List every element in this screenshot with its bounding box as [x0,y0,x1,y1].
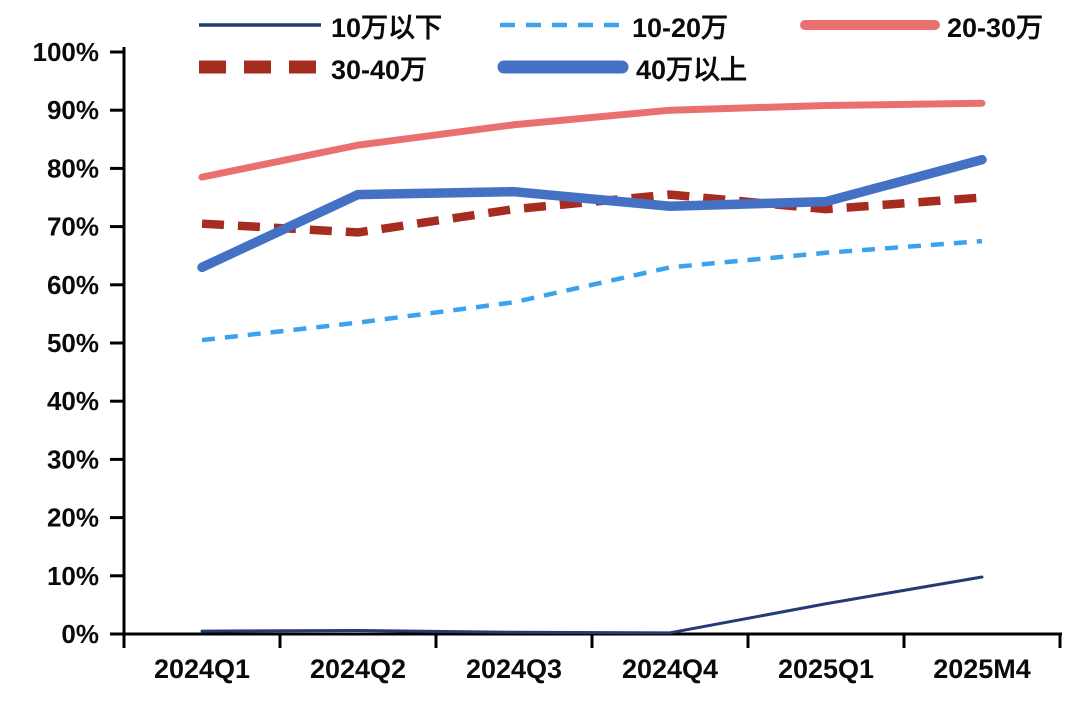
legend-item-100k-200k: 10-20万 [497,7,728,43]
legend-swatch-dashed-thin [500,22,622,28]
y-tick-label: 60% [47,270,99,300]
x-category-label: 2024Q2 [310,654,406,684]
x-category-label: 2025M4 [933,654,1031,684]
legend-swatch-solid-thick [800,20,940,30]
series-line-above-400k [197,154,987,273]
y-tick-label: 10% [47,561,99,591]
y-tick-label: 50% [47,328,99,358]
series-line-300k-400k [201,190,983,237]
series-line-200k-300k [198,99,986,181]
legend-item-above-400k: 40万以上 [497,49,747,85]
legend-swatch-dashed-thick [199,60,321,74]
y-tick-label: 20% [47,503,99,533]
y-tick-label: 100% [33,37,100,67]
y-tick-label: 70% [47,212,99,242]
series-line-100k-200k [201,238,983,343]
legend-label-100k-200k: 10-20万 [632,12,729,43]
x-category-label: 2024Q3 [466,654,562,684]
legend-item-300k-400k: 30-40万 [196,49,427,85]
legend-swatch-solid-xthick [497,60,629,74]
y-tick-label: 80% [47,153,99,183]
legend: 10万以下 10-20万 20-30万 30-40万 40万以上 [0,0,1080,100]
x-category-label: 2024Q4 [622,654,718,684]
y-tick-label: 90% [47,95,99,125]
y-tick-label: 30% [47,444,99,474]
x-category-label: 2025Q1 [778,654,874,684]
x-category-label: 2024Q1 [154,654,250,684]
legend-swatch-solid-thin [199,23,321,27]
y-tick-label: 40% [47,386,99,416]
legend-item-below-100k: 10万以下 [196,7,442,43]
legend-label-300k-400k: 30-40万 [331,54,428,85]
legend-label-200k-300k: 20-30万 [947,12,1044,43]
legend-label-above-400k: 40万以上 [636,54,748,85]
y-tick-label: 0% [61,619,99,649]
series-line-below-100k [200,575,984,635]
legend-item-200k-300k: 20-30万 [800,7,1043,43]
legend-label-below-100k: 10万以下 [331,12,443,43]
